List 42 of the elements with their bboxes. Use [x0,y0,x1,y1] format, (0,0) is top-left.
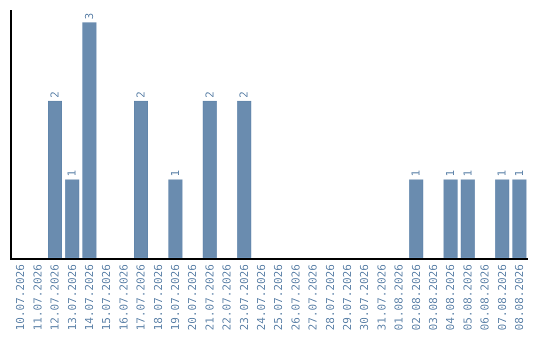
x-tick-label: 16.07.2026 [117,264,130,330]
x-tick-label: 06.08.2026 [478,264,492,330]
x-tick-label: 26.07.2026 [289,264,302,330]
x-tick-label: 13.07.2026 [66,264,79,330]
x-tick-label: 19.07.2026 [168,264,182,330]
data-label: 1 [444,170,458,176]
x-tick-label: 01.08.2026 [392,264,406,330]
x-tick-label: 07.08.2026 [496,264,509,330]
data-label: 1 [496,170,509,176]
x-tick-label: 14.07.2026 [82,264,96,330]
x-tick-label: 05.08.2026 [461,264,474,330]
data-label: 1 [168,170,182,176]
data-label: 1 [512,170,526,176]
x-tick-label: 23.07.2026 [238,264,251,330]
data-label: 2 [48,91,62,98]
x-tick-label: 04.08.2026 [444,264,458,330]
x-tick-label: 24.07.2026 [254,264,268,330]
x-tick-label: 10.07.2026 [14,264,28,330]
x-tick-label: 25.07.2026 [272,264,286,330]
x-tick-label: 18.07.2026 [152,264,165,330]
x-tick-label: 30.07.2026 [358,264,372,330]
x-tick-label: 08.08.2026 [512,264,526,330]
x-tick-label: 20.07.2026 [186,264,200,330]
x-tick-label: 21.07.2026 [203,264,216,330]
data-label: 2 [203,91,216,98]
data-label: 3 [82,12,96,20]
x-tick-label: 28.07.2026 [324,264,337,330]
data-label: 1 [410,170,423,176]
data-label: 1 [461,170,474,176]
x-tick-label: 27.07.2026 [306,264,320,330]
x-tick-label: 02.08.2026 [410,264,423,330]
data-label: 2 [238,91,251,98]
data-label: 2 [134,91,148,98]
x-tick-label: 22.07.2026 [220,264,234,330]
x-tick-label: 15.07.2026 [100,264,114,330]
x-tick-label: 29.07.2026 [340,264,354,330]
x-tick-label: 03.08.2026 [426,264,440,330]
x-tick-label: 31.07.2026 [375,264,388,330]
x-tick-label: 11.07.2026 [31,264,44,330]
x-tick-label: 17.07.2026 [134,264,148,330]
data-label: 1 [66,170,79,176]
x-tick-label: 12.07.2026 [48,264,62,330]
